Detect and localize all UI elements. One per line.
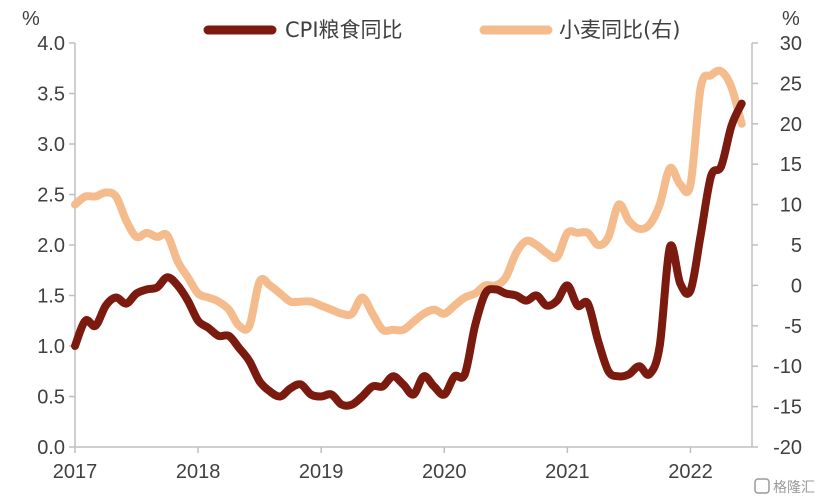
y-right-tick-label: 15 <box>780 154 802 176</box>
y-left-tick-label: 3.0 <box>37 134 65 156</box>
y-left-tick-label: 0.0 <box>37 437 65 459</box>
x-tick-label: 2020 <box>422 461 467 483</box>
y-right-tick-label: 0 <box>791 275 802 297</box>
y-right-tick-label: -5 <box>784 316 802 338</box>
y-right-tick-label: -20 <box>773 437 802 459</box>
y-left-tick-label: 0.5 <box>37 387 65 409</box>
y-right-tick-label: 10 <box>780 195 802 217</box>
legend-label-wheat: 小麦同比(右) <box>559 18 680 42</box>
watermark: 格隆汇 <box>754 478 815 496</box>
watermark-logo-icon <box>754 478 770 494</box>
y-right-tick-label: 30 <box>780 33 802 55</box>
y-right-tick-label: 25 <box>780 73 802 95</box>
plot-frame <box>74 43 753 448</box>
y-right-tick-label: -15 <box>773 397 802 419</box>
x-tick-label: 2019 <box>299 461 344 483</box>
y-right-ticks: -20 -15 -10 -5 0 5 10 15 20 25 30 <box>752 33 802 459</box>
y-left-tick-label: 1.0 <box>37 336 65 358</box>
y-left-ticks: 0.0 0.5 1.0 1.5 2.0 2.5 3.0 3.5 4.0 <box>37 33 75 459</box>
series-line-cpi-grain <box>71 99 746 410</box>
y-right-axis-label: % <box>782 8 800 30</box>
series-layer <box>71 66 746 410</box>
y-right-tick-label: -10 <box>773 356 802 378</box>
legend: CPI粮食同比 小麦同比(右) <box>203 18 680 42</box>
x-tick-label: 2017 <box>53 461 98 483</box>
y-right-tick-label: 20 <box>780 114 802 136</box>
y-left-tick-label: 2.0 <box>37 235 65 257</box>
x-tick-label: 2021 <box>545 461 590 483</box>
series-line-wheat <box>71 66 746 335</box>
y-right-tick-label: 5 <box>791 235 802 257</box>
watermark-text: 格隆汇 <box>773 480 815 496</box>
x-tick-label: 2018 <box>176 461 221 483</box>
y-left-axis-label: % <box>22 8 40 30</box>
y-left-tick-label: 2.5 <box>37 185 65 207</box>
x-tick-label: 2022 <box>668 461 713 483</box>
y-left-tick-label: 1.5 <box>37 286 65 308</box>
legend-label-cpi-grain: CPI粮食同比 <box>285 18 403 42</box>
y-left-tick-label: 4.0 <box>37 33 65 55</box>
x-ticks: 2017 2018 2019 2020 2021 2022 <box>53 447 713 483</box>
y-left-tick-label: 3.5 <box>37 84 65 106</box>
